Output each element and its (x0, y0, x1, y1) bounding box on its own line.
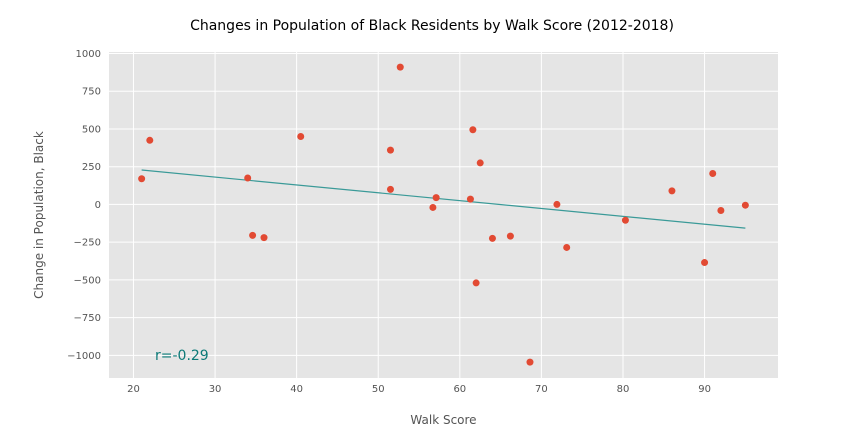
x-axis-label: Walk Score (410, 413, 477, 427)
data-point (297, 133, 305, 141)
data-point (709, 169, 717, 177)
grid (109, 52, 778, 378)
plot-background (109, 52, 778, 378)
x-tick-label: 20 (127, 384, 140, 395)
y-axis-label: Change in Population, Black (32, 131, 46, 299)
data-point (668, 187, 676, 195)
y-tick-label: 500 (82, 124, 101, 135)
data-point (741, 201, 749, 209)
trend-line (141, 169, 746, 229)
y-tick-label: −750 (74, 313, 101, 324)
data-point (472, 279, 480, 287)
data-point (260, 234, 268, 242)
y-tick-label: 1000 (76, 49, 101, 60)
data-point (506, 232, 514, 240)
data-points (138, 63, 749, 366)
data-point (476, 159, 484, 167)
data-point (386, 146, 394, 154)
correlation-annotation: r=-0.29 (155, 348, 209, 364)
tick-labels: 20 30 40 50 60 70 80 90 1000 750 500 250 0 −250 −500 −7… (67, 49, 711, 395)
y-tick-label: 0 (95, 200, 101, 211)
y-tick-label: −1000 (67, 351, 101, 362)
data-point (469, 126, 477, 134)
x-tick-label: 70 (535, 384, 548, 395)
x-tick-label: 80 (617, 384, 630, 395)
y-tick-label: −250 (74, 238, 101, 249)
data-point (563, 243, 571, 251)
data-point (429, 203, 437, 211)
data-point (386, 185, 394, 193)
data-point (249, 231, 257, 239)
data-point (717, 206, 725, 214)
x-tick-label: 30 (209, 384, 222, 395)
data-point (621, 216, 629, 224)
y-tick-label: −500 (74, 275, 101, 286)
x-tick-label: 40 (290, 384, 303, 395)
x-tick-label: 60 (453, 384, 466, 395)
y-tick-label: 250 (82, 162, 101, 173)
chart-title: Changes in Population of Black Residents… (190, 18, 674, 34)
data-point (526, 358, 534, 366)
data-point (701, 259, 709, 267)
x-tick-label: 50 (372, 384, 385, 395)
data-point (138, 175, 146, 183)
data-point (244, 174, 252, 182)
x-tick-label: 90 (698, 384, 711, 395)
data-point (553, 200, 561, 208)
data-point (466, 195, 474, 203)
data-point (432, 194, 440, 202)
data-point (488, 234, 496, 242)
data-point (396, 63, 404, 71)
y-tick-label: 750 (82, 87, 101, 98)
data-point (146, 136, 154, 144)
